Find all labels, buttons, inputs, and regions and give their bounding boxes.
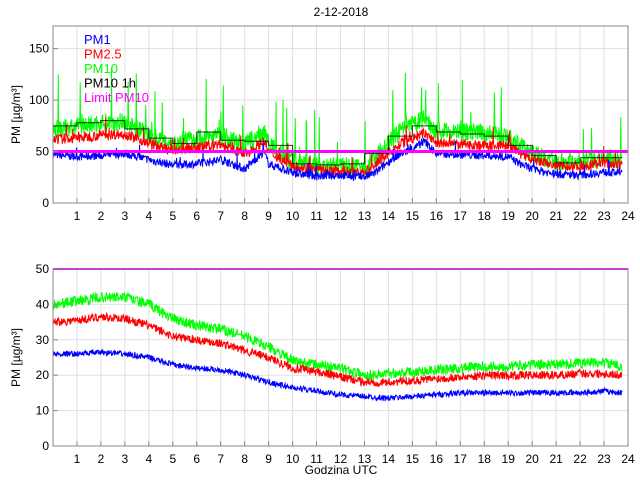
legend-item-pm1: PM1: [84, 32, 111, 47]
series-pm1: [52, 348, 623, 402]
x-tick-label: 1: [74, 209, 81, 223]
x-tick-label: 20: [525, 452, 539, 466]
series-pm10: [52, 67, 623, 177]
x-tick-label: 6: [193, 452, 200, 466]
y-tick-label: 30: [36, 333, 50, 347]
series-pm10: [52, 291, 623, 381]
x-tick-label: 2: [98, 452, 105, 466]
y-tick-label: 50: [36, 262, 50, 276]
x-tick-label: 24: [621, 209, 635, 223]
series-pm25: [52, 311, 623, 388]
x-tick-label: 12: [334, 452, 348, 466]
x-tick-label: 13: [358, 209, 372, 223]
x-tick-label: 8: [241, 452, 248, 466]
series-pm10-1h: [53, 120, 623, 166]
x-tick-label: 21: [549, 209, 563, 223]
x-tick-label: 3: [122, 209, 129, 223]
x-tick-label: 9: [265, 452, 272, 466]
x-tick-label: 22: [573, 209, 587, 223]
x-tick-label: 9: [265, 209, 272, 223]
legend-item-pm10: PM10: [84, 61, 118, 76]
x-tick-label: 4: [145, 209, 152, 223]
y-tick-label: 20: [36, 368, 50, 382]
x-tick-label: 23: [597, 452, 611, 466]
x-tick-label: 4: [145, 452, 152, 466]
x-tick-label: 11: [310, 209, 323, 223]
x-tick-label: 5: [169, 452, 176, 466]
x-tick-label: 15: [406, 452, 420, 466]
x-tick-label: 2: [98, 209, 105, 223]
y-tick-label: 0: [42, 439, 49, 453]
x-tick-label: 13: [358, 452, 372, 466]
series-pm25: [52, 117, 623, 178]
chart-title: 2-12-2018: [314, 5, 369, 19]
x-tick-label: 7: [217, 452, 224, 466]
x-tick-label: 20: [525, 209, 539, 223]
y-tick-label: 40: [36, 297, 50, 311]
legend-item-limit-pm10: Limit PM10: [84, 90, 149, 105]
y-tick-label: 50: [36, 145, 50, 159]
y-tick-label: 0: [42, 196, 49, 210]
x-tick-label: 14: [382, 452, 396, 466]
x-tick-label: 16: [430, 209, 444, 223]
y-tick-label: 100: [29, 93, 49, 107]
x-tick-label: 18: [478, 209, 492, 223]
x-tick-label: 15: [406, 209, 420, 223]
x-tick-label: 19: [502, 209, 516, 223]
series-pm1: [52, 137, 623, 182]
legend-item-pm25: PM2.5: [84, 47, 122, 62]
legend-item-pm10-1h: PM10 1h: [84, 76, 136, 91]
x-tick-label: 17: [454, 209, 468, 223]
x-tick-label: 10: [286, 452, 300, 466]
x-tick-label: 8: [241, 209, 248, 223]
top-plot: 1 2 3 4 5 6 7 8 9 10 11 12 13 14 15 16 17 18 19 20 21 22 23 240…: [9, 25, 635, 223]
x-tick-label: 11: [310, 452, 323, 466]
x-tick-label: 3: [122, 452, 129, 466]
bottom-plot: 1 2 3 4 5 6 7 8 9 10 11 12 13 14 15 16 17 18 19 20 21 22 23 240…: [9, 262, 635, 466]
x-axis-label: Godzina UTC: [305, 463, 378, 477]
x-tick-label: 16: [430, 452, 444, 466]
x-tick-label: 17: [454, 452, 468, 466]
x-tick-label: 14: [382, 209, 396, 223]
x-tick-label: 24: [621, 452, 635, 466]
y-axis-label: PM [µg/m³]: [9, 328, 23, 387]
y-axis-label: PM [µg/m³]: [9, 85, 23, 144]
x-tick-label: 22: [573, 452, 587, 466]
x-tick-label: 5: [169, 209, 176, 223]
x-tick-label: 7: [217, 209, 224, 223]
y-tick-label: 10: [36, 404, 50, 418]
x-tick-label: 23: [597, 209, 611, 223]
x-tick-label: 12: [334, 209, 348, 223]
x-tick-label: 1: [74, 452, 81, 466]
y-tick-label: 150: [29, 42, 49, 56]
x-tick-label: 18: [478, 452, 492, 466]
x-tick-label: 10: [286, 209, 300, 223]
x-tick-label: 21: [549, 452, 563, 466]
x-tick-label: 6: [193, 209, 200, 223]
x-tick-label: 19: [502, 452, 516, 466]
